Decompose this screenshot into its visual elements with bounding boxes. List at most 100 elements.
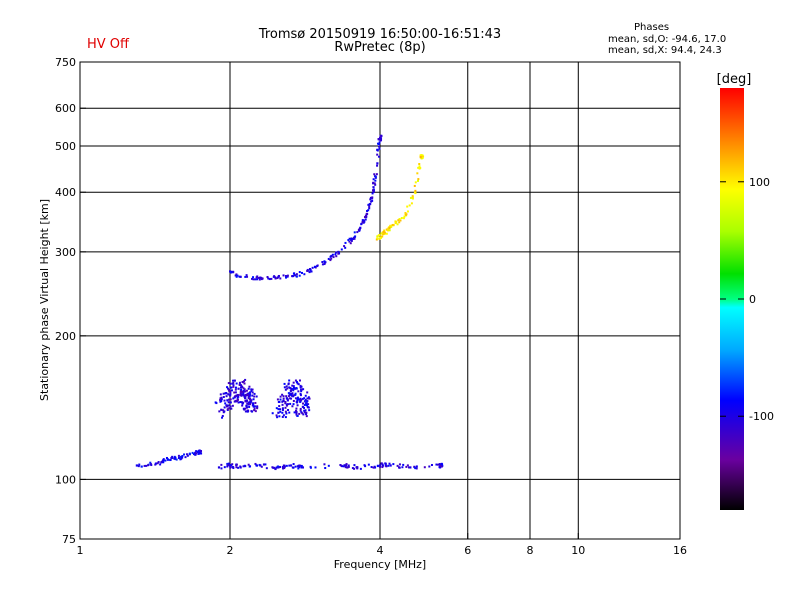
data-point <box>372 186 375 189</box>
data-point <box>293 272 296 275</box>
data-point <box>219 397 222 400</box>
data-point <box>373 182 376 185</box>
data-point <box>337 252 340 255</box>
y-tick-label: 750 <box>55 56 76 69</box>
data-point <box>220 463 223 466</box>
data-point <box>298 466 301 469</box>
data-point <box>370 200 373 203</box>
data-point <box>305 412 308 415</box>
data-point <box>419 166 422 169</box>
data-point <box>225 405 228 408</box>
data-point <box>235 382 238 385</box>
data-point <box>286 387 289 390</box>
data-point <box>398 466 401 469</box>
data-point <box>378 237 381 240</box>
data-point <box>378 145 381 148</box>
data-point <box>351 467 354 470</box>
data-point <box>217 466 221 469</box>
data-point <box>223 466 226 469</box>
data-point <box>279 395 282 398</box>
data-point <box>276 277 279 280</box>
data-point <box>303 406 306 409</box>
phases-x-stats: mean, sd,X: 94.4, 24.3 <box>608 45 722 56</box>
data-point <box>233 391 236 394</box>
data-point <box>282 274 285 277</box>
data-point <box>229 386 232 389</box>
data-point <box>281 415 284 418</box>
data-point <box>423 466 426 469</box>
data-point <box>248 393 251 396</box>
data-point <box>194 453 197 456</box>
data-point <box>379 138 382 141</box>
data-point <box>362 221 365 224</box>
data-point <box>252 278 255 281</box>
data-point <box>226 462 229 465</box>
data-point <box>371 196 374 199</box>
data-point <box>419 155 422 158</box>
data-point <box>239 465 242 468</box>
data-point <box>295 412 298 415</box>
data-point <box>344 246 347 249</box>
data-point <box>365 212 368 215</box>
data-point <box>231 382 234 385</box>
data-point <box>383 231 386 234</box>
data-point <box>307 396 310 399</box>
data-point <box>247 401 250 404</box>
data-point <box>273 275 276 278</box>
data-point <box>292 399 295 402</box>
data-point <box>289 387 292 390</box>
data-point <box>381 464 384 467</box>
data-point <box>304 394 307 397</box>
data-point <box>314 466 317 469</box>
data-point <box>268 278 271 281</box>
data-point <box>220 408 223 411</box>
data-point <box>342 465 345 468</box>
data-point <box>403 215 406 218</box>
data-point <box>253 395 256 398</box>
data-point <box>279 410 282 413</box>
data-point <box>421 154 424 157</box>
data-point <box>372 178 375 181</box>
data-point <box>402 463 405 466</box>
data-point <box>251 388 254 391</box>
data-point <box>221 416 224 419</box>
data-point <box>278 405 281 408</box>
data-point <box>237 401 240 404</box>
x-tick-label: 6 <box>464 544 471 557</box>
data-point <box>250 389 253 392</box>
data-point <box>229 405 232 408</box>
data-point <box>290 394 293 397</box>
data-point <box>374 176 377 179</box>
data-point <box>348 237 351 240</box>
data-point <box>340 464 343 467</box>
data-point <box>227 393 230 396</box>
data-point <box>367 463 370 466</box>
data-point <box>247 387 250 390</box>
data-point <box>374 466 377 469</box>
data-point <box>345 464 348 467</box>
data-point <box>295 407 298 410</box>
data-point <box>232 384 235 387</box>
data-point <box>376 237 379 240</box>
data-point <box>401 466 404 469</box>
data-point <box>234 274 237 277</box>
data-point <box>340 248 343 251</box>
data-point <box>285 404 288 407</box>
data-point <box>279 277 282 280</box>
data-point <box>289 402 292 405</box>
data-point <box>310 270 313 273</box>
data-point <box>275 466 278 469</box>
x-tick-label: 2 <box>227 544 234 557</box>
data-point <box>421 155 424 158</box>
data-point <box>413 184 416 187</box>
data-point <box>301 271 304 274</box>
data-point <box>242 465 245 468</box>
data-point <box>353 464 356 467</box>
data-point <box>372 182 375 185</box>
data-point <box>344 241 347 244</box>
data-point <box>292 463 295 466</box>
data-point <box>278 400 281 403</box>
data-point <box>233 395 236 398</box>
data-point <box>261 277 264 280</box>
data-point <box>255 395 258 398</box>
